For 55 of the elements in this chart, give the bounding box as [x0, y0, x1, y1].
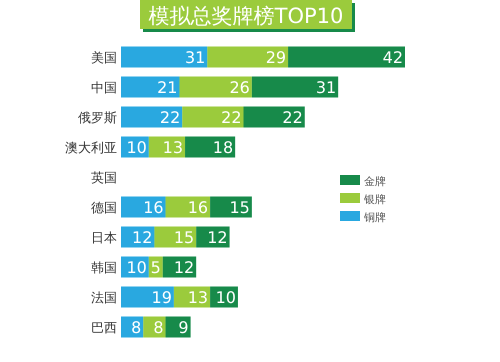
y-tick-label: 德国 [91, 201, 117, 216]
y-tick-label: 日本 [91, 231, 117, 246]
data-label: 22 [221, 108, 242, 127]
bar [121, 286, 174, 308]
data-label: 26 [230, 78, 250, 97]
data-label: 9 [178, 318, 189, 337]
legend-label: 银牌 [363, 193, 386, 206]
bar [121, 106, 182, 128]
data-label: 8 [153, 318, 164, 337]
bar [182, 106, 244, 128]
y-tick-label: 巴西 [91, 321, 117, 336]
bar [121, 76, 180, 98]
data-label: 10 [216, 288, 236, 307]
data-label: 15 [174, 228, 194, 247]
data-label: 8 [131, 318, 142, 337]
data-label: 12 [174, 258, 194, 277]
bar [121, 196, 166, 218]
data-label: 22 [160, 108, 180, 127]
data-label: 16 [188, 198, 208, 217]
data-label: 12 [207, 228, 228, 247]
y-tick-label: 英国 [91, 171, 117, 186]
data-label: 42 [382, 48, 403, 67]
legend-label: 铜牌 [363, 211, 386, 224]
data-label: 18 [212, 138, 234, 157]
data-label: 12 [132, 228, 152, 247]
y-tick-label: 韩国 [91, 261, 117, 276]
y-tick-label: 俄罗斯 [78, 111, 117, 126]
data-label: 21 [157, 78, 178, 97]
data-label: 19 [152, 288, 172, 307]
chart-title: 模拟总奖牌榜TOP10 [148, 4, 344, 28]
bar [210, 196, 252, 218]
bar [244, 106, 305, 128]
y-tick-label: 中国 [91, 81, 117, 96]
y-tick-label: 法国 [91, 291, 117, 306]
data-label: 10 [126, 258, 147, 277]
data-label: 31 [184, 48, 206, 67]
bar [179, 76, 252, 98]
data-label: 5 [150, 258, 161, 277]
bar [252, 76, 338, 98]
data-label: 10 [126, 138, 147, 157]
data-label: 13 [162, 138, 184, 157]
legend-label: 金牌 [364, 175, 386, 188]
bar [207, 46, 288, 68]
bar [185, 136, 236, 158]
bar [121, 46, 208, 68]
bar [166, 196, 210, 218]
y-tick-label: 美国 [91, 50, 117, 66]
data-label: 15 [230, 198, 250, 217]
data-label: 22 [282, 108, 303, 127]
data-label: 16 [143, 198, 164, 217]
bar [288, 46, 405, 68]
data-label: 31 [316, 78, 336, 97]
data-label: 29 [266, 48, 286, 67]
data-label: 13 [188, 288, 208, 307]
y-tick-label: 澳大利亚 [65, 141, 117, 156]
